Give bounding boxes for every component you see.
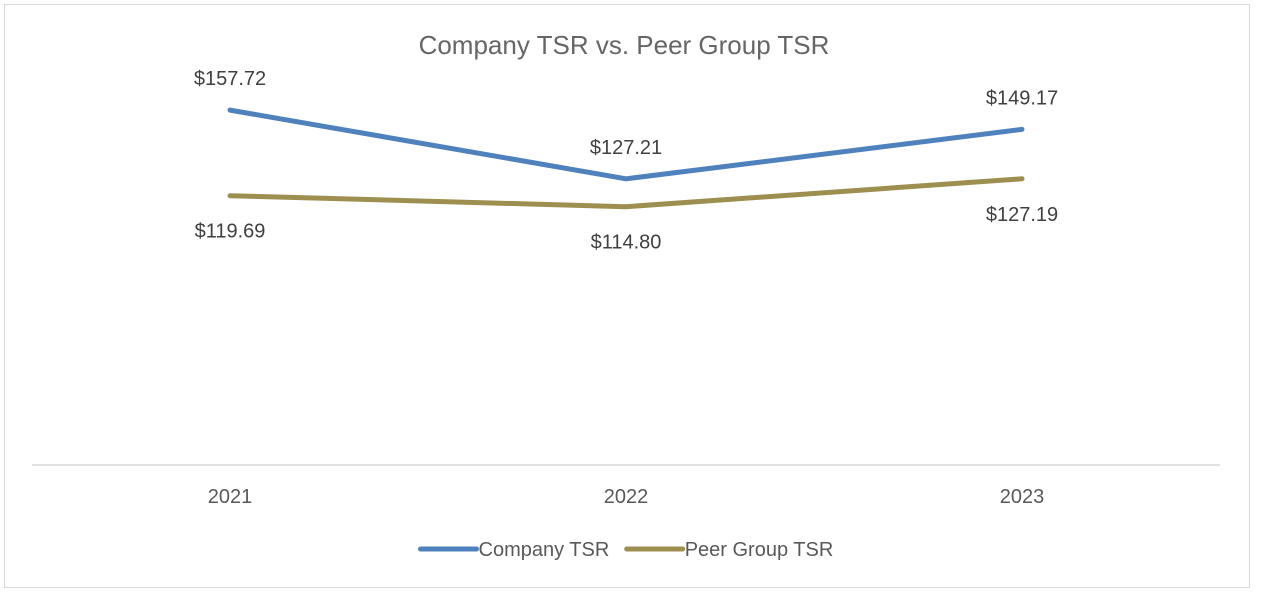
chart-frame bbox=[4, 4, 1250, 588]
company-tsr-data-label: $157.72 bbox=[194, 68, 266, 90]
company-tsr-data-label: $149.17 bbox=[986, 87, 1058, 109]
legend-label-company-tsr: Company TSR bbox=[479, 539, 610, 561]
chart-title: Company TSR vs. Peer Group TSR bbox=[419, 30, 830, 60]
x-tick-label: 2021 bbox=[208, 486, 253, 508]
peer-group-tsr-data-label: $114.80 bbox=[591, 232, 662, 254]
x-tick-label: 2023 bbox=[1000, 486, 1045, 508]
company-tsr-data-label: $127.21 bbox=[590, 137, 662, 159]
legend-label-peer-group-tsr: Peer Group TSR bbox=[685, 539, 834, 561]
data-labels-layer: $157.72 $127.21 $149.17 $119.69 $114.80 $127.… bbox=[194, 68, 1058, 254]
peer-group-tsr-data-label: $119.69 bbox=[195, 221, 266, 243]
legend: Company TSR Peer Group TSR bbox=[418, 539, 834, 561]
x-tick-labels: 2021 2022 2023 bbox=[208, 486, 1045, 508]
company-tsr-line bbox=[227, 107, 1025, 182]
peer-group-tsr-data-label: $127.19 bbox=[986, 204, 1058, 226]
peer-group-tsr-line bbox=[227, 176, 1025, 210]
x-tick-label: 2022 bbox=[604, 486, 649, 508]
series-layer bbox=[227, 107, 1025, 210]
